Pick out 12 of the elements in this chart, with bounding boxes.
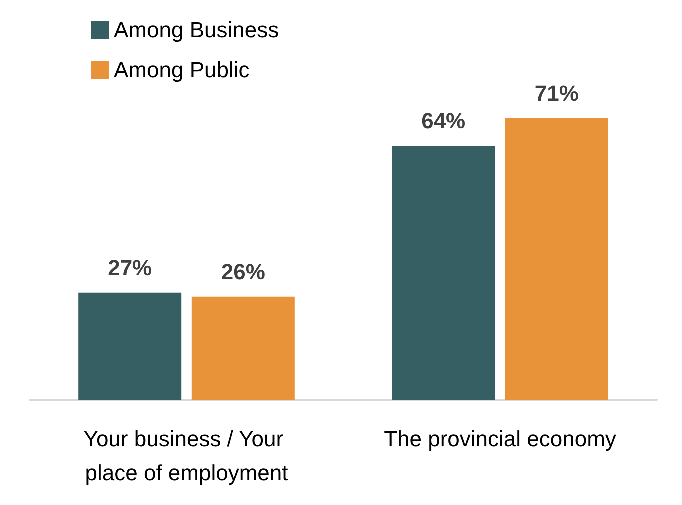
x-tick-label: Your business / Your place of employment <box>84 426 290 486</box>
data-label: 27% <box>108 255 152 280</box>
legend-label: Among Public <box>114 58 250 82</box>
x-tick-label: The provincial economy <box>384 426 616 452</box>
data-label: 64% <box>422 108 466 134</box>
legend-label: Among Business <box>114 18 280 42</box>
bar <box>505 118 608 400</box>
data-label: 26% <box>221 259 266 284</box>
bar <box>192 296 295 400</box>
bar <box>78 292 182 400</box>
data-label: 71% <box>534 80 579 106</box>
bar <box>392 146 496 400</box>
